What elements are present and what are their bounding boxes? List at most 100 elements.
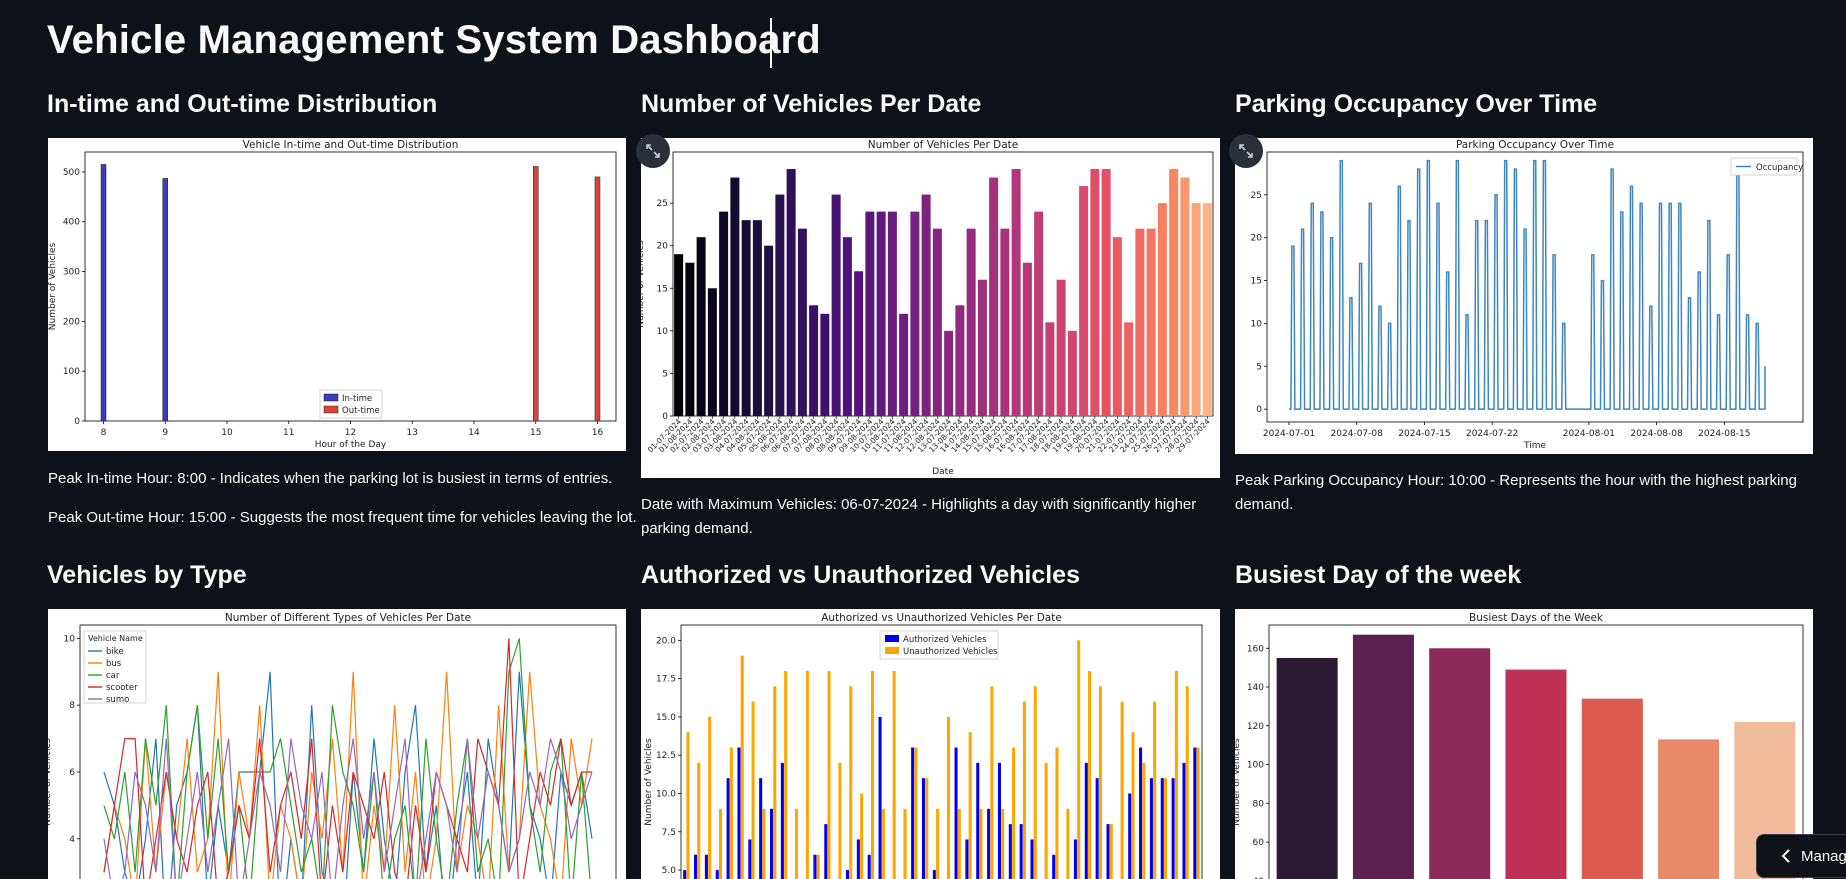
chart-title: Number of Vehicles Per Date xyxy=(868,139,1019,151)
y-tick-label: 10.0 xyxy=(656,789,676,799)
bar-unauthorized xyxy=(1164,778,1168,879)
bar-unauthorized xyxy=(925,778,929,879)
bar-day xyxy=(1276,657,1338,879)
bar-authorized xyxy=(1139,747,1143,879)
bar-day xyxy=(1658,739,1720,879)
chart-types: Number of Different Types of Vehicles Pe… xyxy=(48,609,626,879)
section-title-busiest: Busiest Day of the week xyxy=(1235,561,1522,589)
legend-swatch xyxy=(885,647,899,654)
bar-unauthorized xyxy=(697,762,701,879)
bar-out-time xyxy=(594,176,601,422)
line-bike xyxy=(103,671,593,879)
section-title-perdate: Number of Vehicles Per Date xyxy=(641,90,982,118)
x-tick-label: 11 xyxy=(283,428,294,438)
y-axis-label: Number of Vehicles xyxy=(48,738,53,826)
y-tick-label: 6 xyxy=(69,768,75,778)
bar-date xyxy=(674,254,684,416)
bar-date xyxy=(1000,228,1010,416)
bar-unauthorized xyxy=(870,670,874,879)
bar-authorized xyxy=(878,716,882,879)
bar-day xyxy=(1505,669,1567,879)
y-tick-label: 20 xyxy=(657,242,669,252)
line-sumo xyxy=(103,738,593,879)
bar-date xyxy=(1022,262,1032,416)
y-tick-label: 0 xyxy=(1256,405,1262,415)
bar-unauthorized xyxy=(762,808,766,879)
expand-icon xyxy=(1239,144,1253,158)
bar-date xyxy=(1101,169,1111,416)
bar-authorized xyxy=(1171,778,1175,879)
bar-unauthorized xyxy=(936,808,940,879)
legend-label: Out-time xyxy=(342,406,380,416)
y-axis-label: Number of Vehicles xyxy=(644,738,654,826)
chevron-left-icon xyxy=(1781,849,1790,863)
bar-unauthorized xyxy=(1142,762,1146,879)
chart-occupancy: Parking Occupancy Over Time 0 5 10 15 20 25 202… xyxy=(1235,138,1813,454)
y-tick-label: 100 xyxy=(1247,761,1264,771)
x-tick-label: 2024-07-22 xyxy=(1466,429,1518,439)
bar-unauthorized xyxy=(794,808,799,879)
bar-date xyxy=(1202,203,1212,416)
x-axis-label: Hour of the Day xyxy=(315,440,387,450)
bar-authorized xyxy=(780,762,784,879)
bar-unauthorized xyxy=(805,670,809,879)
y-tick-label: 4 xyxy=(69,835,75,845)
chart-title: Number of Different Types of Vehicles Pe… xyxy=(225,612,471,624)
bar-unauthorized xyxy=(751,701,755,879)
bar-authorized xyxy=(1193,747,1197,879)
bar-date xyxy=(1112,237,1122,416)
y-tick-label: 15.0 xyxy=(656,713,676,723)
plot-frame xyxy=(1268,624,1804,879)
perdate-desc-1: Date with Maximum Vehicles: 06-07-2024 -… xyxy=(641,496,1197,537)
bar-date xyxy=(1135,228,1145,416)
chart-title: Vehicle In-time and Out-time Distributio… xyxy=(243,139,459,151)
bar-unauthorized xyxy=(990,686,994,879)
bar-authorized xyxy=(954,747,958,879)
y-tick-label: 400 xyxy=(63,218,80,228)
page-title: Vehicle Management System Dashboard xyxy=(47,18,821,62)
bar-unauthorized xyxy=(1098,686,1102,879)
bar-date xyxy=(741,220,751,416)
expand-icon xyxy=(646,144,660,158)
y-tick-label: 20 xyxy=(1251,234,1263,244)
perdate-svg: Number of Vehicles Per Date Number of Veh… xyxy=(641,139,1214,477)
legend-box xyxy=(879,630,999,660)
legend-label: sumo xyxy=(106,695,129,705)
y-tick-label: 60 xyxy=(1253,838,1265,848)
bar-unauthorized xyxy=(892,670,896,879)
x-tick-label: 2024-08-15 xyxy=(1698,429,1750,439)
line-car xyxy=(103,638,591,879)
legend-swatch xyxy=(885,635,899,642)
bar-unauthorized xyxy=(1174,670,1178,879)
bar-unauthorized xyxy=(1077,640,1081,879)
bar-unauthorized xyxy=(1131,732,1135,879)
legend-label: scooter xyxy=(106,683,138,693)
bar-unauthorized xyxy=(729,747,733,879)
expand-perdate-button[interactable] xyxy=(636,134,670,168)
bar-date xyxy=(842,237,852,416)
occupancy-line xyxy=(1289,159,1766,410)
x-tick-label: 2024-07-08 xyxy=(1331,429,1384,439)
manage-app-button[interactable]: Manage xyxy=(1756,834,1846,878)
expand-occupancy-button[interactable] xyxy=(1229,134,1263,168)
y-tick-label: 25 xyxy=(657,199,668,209)
bar-date xyxy=(1157,203,1167,416)
bar-unauthorized xyxy=(914,747,918,879)
bar-unauthorized xyxy=(849,686,853,879)
chart-busiest: Busiest Days of the Week Number of Vehicl… xyxy=(1235,609,1813,879)
section-title-auth: Authorized vs Unauthorized Vehicles xyxy=(641,561,1080,589)
y-tick-label: 200 xyxy=(63,317,80,327)
section-title-occupancy: Parking Occupancy Over Time xyxy=(1235,90,1598,118)
bar-date xyxy=(707,288,717,416)
bar-in-time xyxy=(100,164,107,422)
text-cursor xyxy=(770,18,772,68)
busiest-svg: Busiest Days of the Week Number of Vehicl… xyxy=(1235,612,1804,879)
bar-authorized xyxy=(921,778,926,879)
bar-date xyxy=(831,194,841,416)
bar-date xyxy=(977,279,987,416)
bar-date xyxy=(1146,228,1156,416)
x-tick-label: 13 xyxy=(407,428,418,438)
y-tick-label: 140 xyxy=(1247,683,1264,693)
bar-unauthorized xyxy=(686,732,690,879)
bar-unauthorized xyxy=(1185,686,1189,879)
